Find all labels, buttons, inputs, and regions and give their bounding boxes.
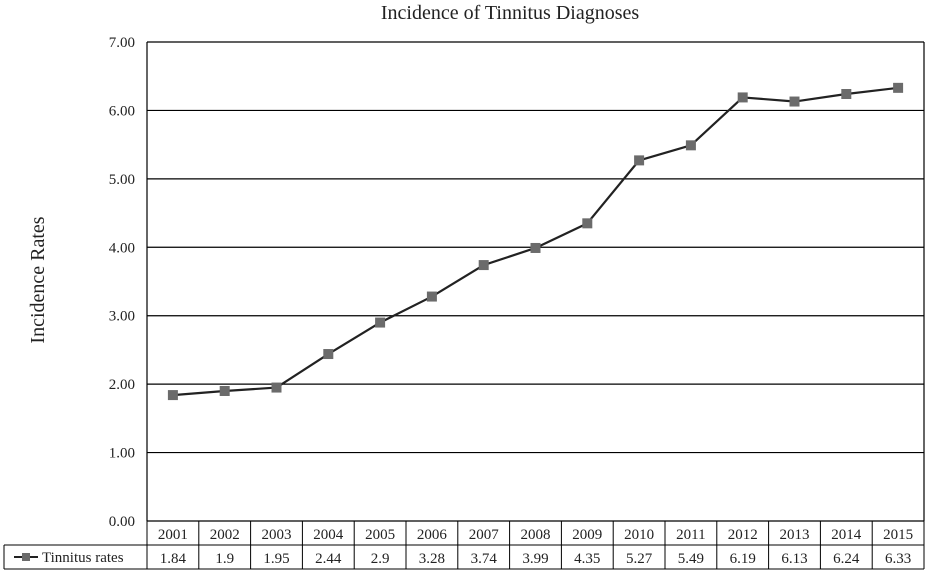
- data-table-value: 3.99: [522, 551, 548, 567]
- y-tick-label: 4.00: [109, 240, 135, 256]
- data-table-value: 1.84: [160, 551, 187, 567]
- data-point-marker: [375, 317, 386, 328]
- y-tick-label: 1.00: [109, 446, 135, 462]
- data-point-marker: [685, 140, 696, 151]
- data-table-value: 2.44: [315, 551, 342, 567]
- data-point-marker: [426, 291, 437, 302]
- data-table-value: 3.28: [419, 551, 445, 567]
- x-tick-label: 2008: [521, 527, 551, 543]
- data-table-value: 3.74: [471, 551, 498, 567]
- data-table-value: 1.95: [263, 551, 289, 567]
- x-tick-label: 2015: [883, 527, 913, 543]
- x-tick-label: 2002: [210, 527, 240, 543]
- data-point-marker: [323, 349, 334, 360]
- data-table-value: 1.9: [215, 551, 234, 567]
- x-tick-label: 2013: [780, 527, 810, 543]
- y-tick-label: 5.00: [109, 172, 135, 188]
- data-point-marker: [893, 82, 904, 93]
- data-point-marker: [167, 390, 178, 401]
- data-table-value: 4.35: [574, 551, 600, 567]
- y-tick-label: 6.00: [109, 103, 135, 119]
- x-tick-label: 2001: [158, 527, 188, 543]
- chart-title: Incidence of Tinnitus Diagnoses: [381, 2, 640, 24]
- x-tick-label: 2005: [365, 527, 395, 543]
- data-point-marker: [582, 218, 593, 229]
- data-point-marker: [530, 242, 541, 253]
- x-tick-label: 2004: [313, 527, 344, 543]
- y-axis-label: Incidence Rates: [27, 216, 49, 343]
- data-table-value: 2.9: [371, 551, 390, 567]
- data-point-marker: [634, 155, 645, 166]
- data-point-marker: [271, 382, 282, 393]
- y-tick-label: 0.00: [109, 514, 135, 530]
- x-tick-label: 2007: [469, 527, 500, 543]
- data-table-value: 6.13: [781, 551, 807, 567]
- x-tick-label: 2012: [728, 527, 758, 543]
- series-line: [172, 86, 899, 397]
- data-table-value: 6.19: [730, 551, 756, 567]
- x-tick-label: 2010: [624, 527, 654, 543]
- x-tick-label: 2009: [572, 527, 602, 543]
- data-point-marker: [841, 89, 852, 100]
- data-table-value: 5.49: [678, 551, 704, 567]
- y-tick-label: 2.00: [109, 377, 135, 393]
- data-table: 2001 2002 2003 2004 2005 2006 2007 2008 2009 2010…: [3, 521, 925, 570]
- data-point-marker: [219, 385, 230, 396]
- series-layer: [167, 82, 904, 401]
- data-table-value: 6.24: [833, 551, 860, 567]
- y-tick-label: 7.00: [109, 35, 135, 51]
- legend-series-label: Tinnitus rates: [42, 550, 124, 566]
- data-table-value: 5.27: [626, 551, 653, 567]
- data-table-value: 6.33: [885, 551, 911, 567]
- x-tick-label: 2003: [262, 527, 292, 543]
- legend-marker-key: [22, 553, 30, 561]
- x-tick-label: 2006: [417, 527, 448, 543]
- data-point-marker: [478, 260, 489, 271]
- data-point-marker: [737, 92, 748, 103]
- data-point-marker: [789, 96, 800, 107]
- y-tick-labels: 0.00 1.00 2.00 3.00 4.00 5.00 6.00 7.00: [109, 35, 135, 530]
- x-tick-label: 2011: [676, 527, 705, 543]
- y-tick-label: 3.00: [109, 309, 135, 325]
- gridlines: [146, 41, 925, 522]
- x-tick-label: 2014: [831, 527, 862, 543]
